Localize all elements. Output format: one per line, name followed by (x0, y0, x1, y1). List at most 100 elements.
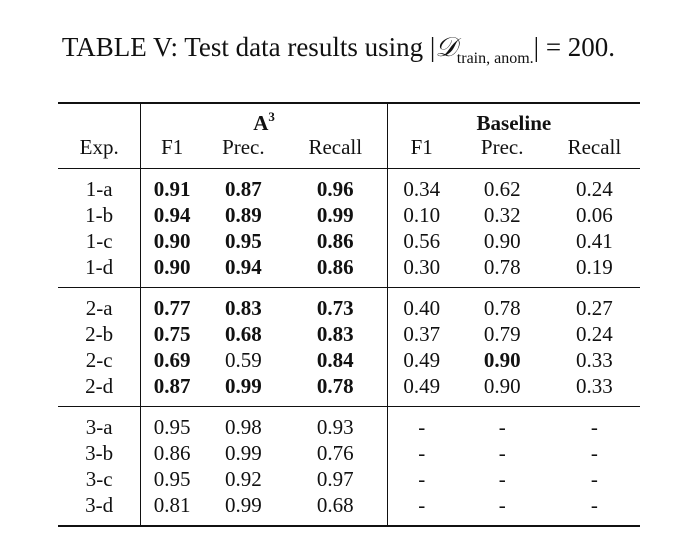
table-body: 1-a 0.91 0.87 0.96 0.34 0.62 0.24 1-b 0.… (58, 168, 640, 527)
cell-a3-prec: 0.59 (224, 348, 262, 372)
caption-math-subscript: train, anom. (456, 50, 534, 67)
cell-a3-f1: 0.90 (153, 229, 191, 253)
cell-a3-f1: 0.77 (140, 287, 203, 321)
cell-baseline-recall: - (590, 441, 598, 465)
table-row: 3-a 0.95 0.98 0.93 - - - (58, 406, 640, 440)
cell-exp: 2-a (58, 287, 142, 321)
table-row: 1-b 0.94 0.89 0.99 0.10 0.32 0.06 (58, 202, 640, 228)
cell-a3-f1: 0.69 (153, 348, 191, 372)
column-header-baseline-recall: Recall (567, 135, 622, 159)
cell-baseline-prec: - (455, 492, 549, 527)
cell-a3-recall: 0.84 (283, 347, 388, 373)
cell-baseline-f1: - (418, 467, 426, 491)
cell-baseline-prec: 0.78 (483, 255, 521, 279)
cell-baseline-prec: 0.90 (483, 229, 521, 253)
cell-a3-prec: 0.89 (224, 203, 262, 227)
column-header-baseline-prec: Prec. (480, 135, 524, 159)
group-header-a3-label: A (253, 111, 269, 135)
group-header-baseline: Baseline (387, 102, 640, 134)
table-row: 1-c 0.90 0.95 0.86 0.56 0.90 0.41 (58, 228, 640, 254)
cell-a3-prec: 0.98 (202, 406, 284, 440)
cell-exp: 3-d (58, 492, 142, 527)
cell-baseline-f1: 0.30 (403, 255, 441, 279)
table-caption: TABLE V: Test data results using |𝒟train… (0, 30, 677, 76)
column-header-a3-prec: Prec. (222, 135, 265, 159)
table-row: 3-b 0.86 0.99 0.76 - - - (58, 440, 640, 466)
cell-a3-recall: 0.93 (283, 406, 388, 440)
cell-a3-recall: 0.99 (283, 202, 388, 228)
cell-baseline-prec: - (455, 406, 549, 440)
cell-baseline-recall: 0.19 (576, 255, 613, 279)
cell-baseline-recall: - (590, 467, 598, 491)
cell-baseline-prec: - (498, 441, 506, 465)
cell-a3-f1: 0.95 (140, 406, 203, 440)
cell-baseline-recall: 0.24 (548, 168, 640, 202)
cell-baseline-f1: 0.40 (387, 287, 456, 321)
cell-a3-recall: 0.68 (283, 492, 388, 527)
caption-prefix: TABLE V: Test data results using | (61, 32, 436, 62)
caption-suffix: | = 200. (533, 32, 616, 62)
cell-baseline-f1: - (387, 406, 456, 440)
table-row: 2-c 0.69 0.59 0.84 0.49 0.90 0.33 (58, 347, 640, 373)
cell-baseline-f1: - (418, 441, 426, 465)
cell-exp: 1-a (58, 168, 142, 202)
cell-baseline-recall: - (548, 492, 640, 527)
table-row: 2-a 0.77 0.83 0.73 0.40 0.78 0.27 (58, 287, 640, 321)
cell-a3-f1: 0.90 (153, 255, 191, 279)
cell-exp: 2-d (58, 373, 142, 407)
cell-baseline-prec: 0.78 (455, 287, 549, 321)
cell-a3-recall: 0.96 (283, 168, 388, 202)
cell-a3-prec: 0.68 (224, 322, 262, 346)
cell-a3-recall: 0.86 (283, 228, 388, 254)
cell-a3-f1: 0.81 (140, 492, 203, 527)
cell-a3-recall: 0.76 (283, 440, 388, 466)
cell-exp: 1-c (58, 228, 142, 254)
group-header-empty (58, 102, 142, 134)
cell-baseline-recall: - (548, 406, 640, 440)
cell-baseline-recall: 0.33 (576, 374, 613, 398)
table-row: 3-c 0.95 0.92 0.97 - - - (58, 466, 640, 492)
cell-a3-recall: 0.73 (283, 287, 388, 321)
table-row: 1-d 0.90 0.94 0.86 0.30 0.78 0.19 (58, 254, 640, 288)
cell-baseline-prec: - (498, 467, 506, 491)
cell-a3-prec: 0.94 (224, 255, 262, 279)
cell-baseline-f1: 0.49 (403, 348, 441, 372)
cell-a3-recall: 0.86 (283, 254, 388, 288)
cell-baseline-f1: 0.56 (403, 229, 441, 253)
cell-a3-recall: 0.97 (283, 466, 388, 492)
cell-a3-f1: 0.95 (153, 467, 191, 491)
cell-a3-prec: 0.99 (224, 441, 262, 465)
cell-a3-prec: 0.95 (224, 229, 262, 253)
cell-a3-prec: 0.87 (202, 168, 284, 202)
cell-a3-recall: 0.83 (283, 321, 388, 347)
cell-exp: 3-c (58, 466, 142, 492)
cell-baseline-f1: 0.10 (403, 203, 441, 227)
cell-a3-prec: 0.99 (224, 374, 262, 398)
cell-a3-f1: 0.94 (153, 203, 191, 227)
results-table: A3 Baseline Exp. F1 Prec. Recall F1 Prec… (58, 102, 640, 527)
column-header-baseline-f1: F1 (410, 135, 433, 159)
cell-baseline-recall: 0.27 (548, 287, 640, 321)
group-header-a3-sup: 3 (268, 109, 275, 124)
cell-exp: 2-b (58, 321, 142, 347)
cell-exp: 2-c (58, 347, 142, 373)
cell-baseline-recall: 0.41 (576, 229, 613, 253)
cell-baseline-prec: 0.79 (483, 322, 521, 346)
cell-baseline-recall: 0.06 (576, 203, 613, 227)
cell-baseline-prec: 0.90 (483, 348, 521, 372)
cell-baseline-f1: 0.37 (403, 322, 441, 346)
table-row: 2-b 0.75 0.68 0.83 0.37 0.79 0.24 (58, 321, 640, 347)
cell-baseline-f1: 0.49 (403, 374, 441, 398)
table-row: 1-a 0.91 0.87 0.96 0.34 0.62 0.24 (58, 168, 640, 202)
table-row: 2-d 0.87 0.99 0.78 0.49 0.90 0.33 (58, 373, 640, 407)
cell-baseline-prec: 0.62 (455, 168, 549, 202)
cell-a3-prec: 0.99 (202, 492, 284, 527)
cell-exp: 3-b (58, 440, 142, 466)
cell-exp: 1-b (58, 202, 142, 228)
cell-a3-f1: 0.75 (153, 322, 191, 346)
column-header-a3-f1: F1 (161, 135, 184, 159)
table-column-header-row: Exp. F1 Prec. Recall F1 Prec. Recall (58, 134, 640, 169)
cell-a3-prec: 0.92 (224, 467, 262, 491)
cell-baseline-prec: 0.90 (483, 374, 521, 398)
column-header-a3-recall: Recall (283, 134, 388, 169)
